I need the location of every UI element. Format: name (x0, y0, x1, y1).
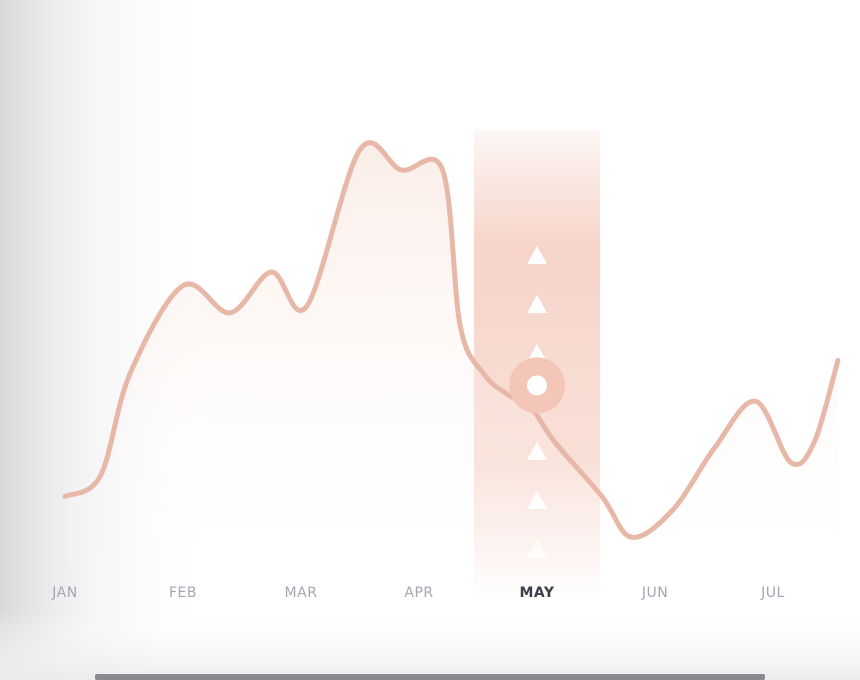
highlight-arrow-icon (527, 246, 547, 264)
month-label-feb: FEB (169, 585, 197, 601)
month-label-jul: JUL (760, 585, 785, 601)
series-line (62, 140, 841, 540)
month-label-jan: JAN (51, 585, 77, 601)
highlight-arrow-icon (527, 344, 547, 362)
highlight-arrow-icon (527, 442, 547, 460)
highlight-arrow-icon (527, 491, 547, 509)
month-label-apr: APR (404, 585, 433, 601)
series-area-fill (65, 142, 838, 600)
month-label-mar: MAR (285, 585, 318, 601)
highlight-arrow-icon (527, 540, 547, 558)
highlight-point-may[interactable] (509, 357, 565, 414)
month-label-jun: JUN (641, 585, 668, 601)
highlight-point-core (527, 375, 547, 396)
highlight-arrow-icon (527, 295, 547, 313)
bottom-edge (95, 674, 765, 680)
bottom-shadow (0, 610, 860, 680)
month-label-may[interactable]: MAY (519, 585, 554, 601)
x-axis-labels: JAN FEB MAR APR MAY JUN JUL (51, 585, 785, 601)
